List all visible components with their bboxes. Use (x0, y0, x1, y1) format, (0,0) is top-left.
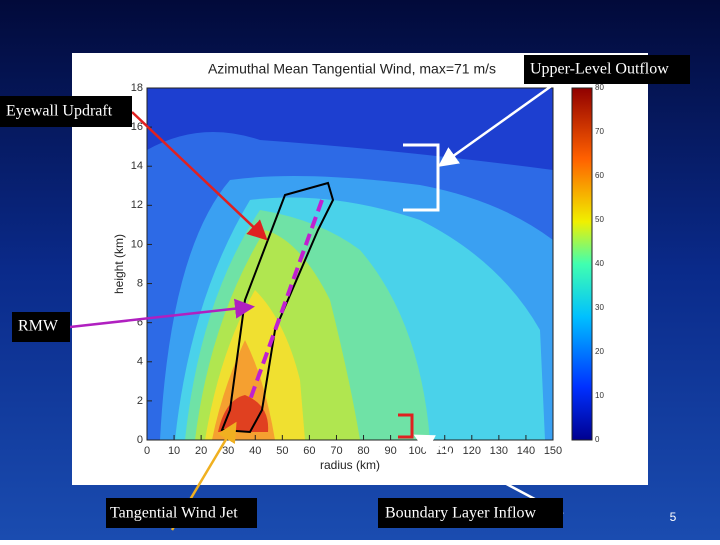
inflow-bracket (398, 413, 414, 439)
arrow (437, 80, 558, 167)
callout-box (106, 498, 257, 528)
y-tick-label: 8 (137, 277, 143, 289)
page-number: 5 (670, 510, 677, 524)
x-tick-label: 100 (408, 445, 426, 457)
callout-box (378, 498, 563, 528)
y-tick-label: 18 (131, 82, 143, 94)
y-tick-label: 12 (131, 199, 143, 211)
x-tick-label: 20 (195, 445, 207, 457)
colorbar-tick-label: 70 (595, 127, 604, 136)
colorbar-tick-label: 0 (595, 435, 600, 444)
callout: Upper-Level Outflow (530, 61, 669, 78)
callout: RMW (18, 318, 59, 335)
colorbar-tick-label: 60 (595, 171, 604, 180)
y-tick-label: 16 (131, 121, 143, 133)
outflow-bracket (403, 143, 440, 212)
x-tick-label: 30 (222, 445, 234, 457)
x-tick-label: 70 (330, 445, 342, 457)
y-axis-label: height (km) (112, 234, 126, 294)
plot-frame (146, 87, 554, 441)
colorbar-tick-label: 20 (595, 347, 604, 356)
x-axis-label: radius (km) (320, 458, 380, 472)
y-tick-label: 10 (131, 238, 143, 250)
plot-title: Azimuthal Mean Tangential Wind, max=71 m… (208, 61, 496, 77)
y-tick-label: 6 (137, 317, 143, 329)
colorbar-tick-label: 30 (595, 303, 604, 312)
x-tick-label: 130 (490, 445, 508, 457)
x-tick-label: 60 (303, 445, 315, 457)
callout: Eyewall Updraft (6, 103, 113, 120)
callout-box (524, 55, 690, 84)
updraft-outline (220, 181, 335, 434)
callout: Tangential Wind Jet (110, 505, 238, 522)
callout-box (0, 96, 132, 127)
x-tick-label: 40 (249, 445, 261, 457)
x-tick-label: 150 (544, 445, 562, 457)
y-tick-label: 14 (131, 160, 143, 172)
colorbar-tick-label: 10 (595, 391, 604, 400)
y-tick-label: 0 (137, 434, 143, 446)
y-tick-label: 4 (137, 356, 143, 368)
callout: Boundary Layer Inflow (385, 505, 537, 522)
x-tick-label: 50 (276, 445, 288, 457)
colorbar-tick-label: 80 (595, 83, 604, 92)
x-tick-label: 0 (144, 445, 150, 457)
x-tick-label: 90 (384, 445, 396, 457)
contours (147, 88, 553, 440)
x-tick-label: 120 (463, 445, 481, 457)
y-tick-label: 2 (137, 395, 143, 407)
arrow (69, 298, 255, 329)
colorbar (571, 87, 593, 441)
x-tick-label: 80 (357, 445, 369, 457)
x-tick-label: 140 (517, 445, 535, 457)
x-tick-label: 10 (168, 445, 180, 457)
colorbar-tick-label: 40 (595, 259, 604, 268)
arrow (131, 111, 268, 241)
colorbar-tick-label: 50 (595, 215, 604, 224)
callout-box (12, 312, 70, 342)
